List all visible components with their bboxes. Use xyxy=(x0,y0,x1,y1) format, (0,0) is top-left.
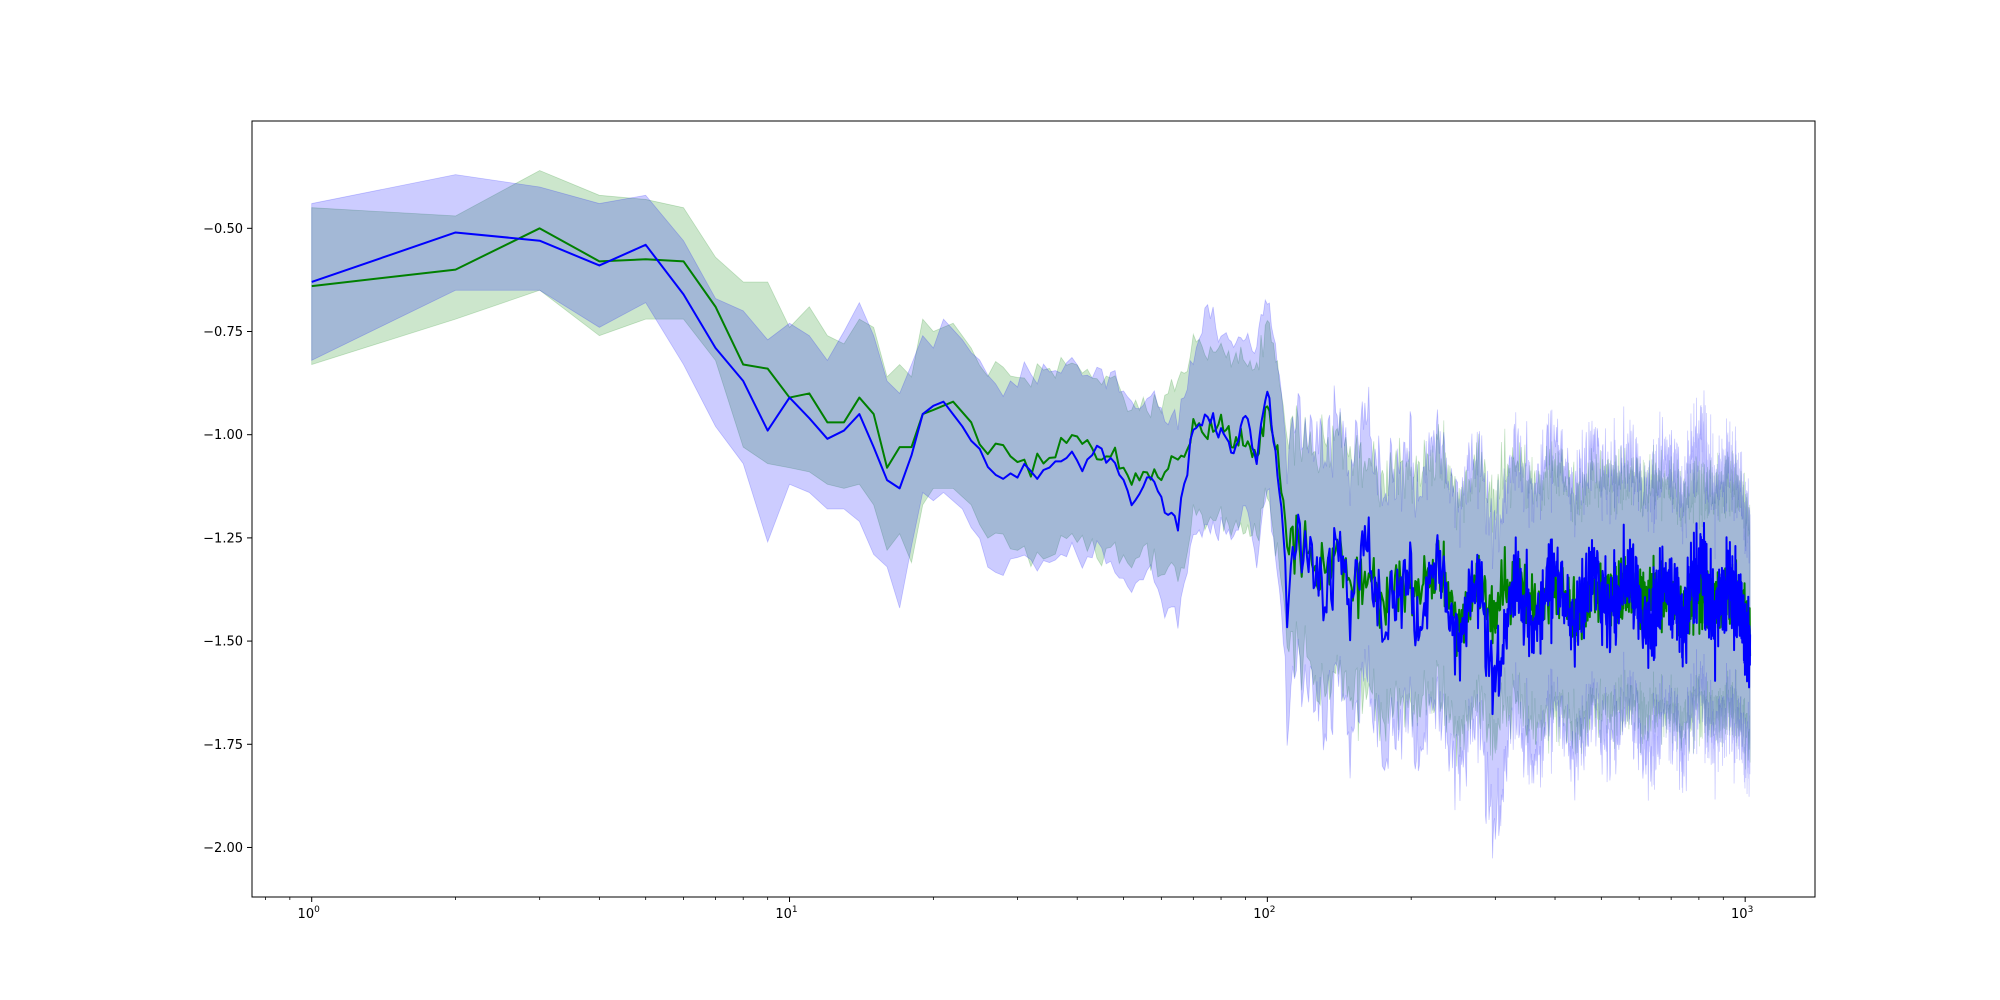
y-tick-label: −1.25 xyxy=(203,531,243,546)
plot-background xyxy=(252,121,1815,897)
y-tick-label: −1.50 xyxy=(203,635,243,650)
y-tick-label: −2.00 xyxy=(203,841,243,856)
x-tick-label: 103 xyxy=(1731,905,1753,922)
plot-frame xyxy=(251,120,1816,898)
y-tick-label: −1.75 xyxy=(203,738,243,753)
x-axis: 100 101 102 103 xyxy=(264,897,1753,922)
series-lines xyxy=(311,227,1752,716)
x-tick-label: 102 xyxy=(1253,905,1275,922)
x-tick-label: 100 xyxy=(298,905,321,922)
y-tick-label: −1.00 xyxy=(203,428,243,443)
series-line-2 xyxy=(311,231,1752,716)
y-tick-label: −0.50 xyxy=(203,222,243,237)
y-tick-label: −0.75 xyxy=(203,325,243,340)
series-band-2 xyxy=(311,174,1751,859)
y-axis: −0.50 −0.75 −1.00 −1.25 −1.50 −1.75 −2.00 xyxy=(203,222,252,856)
x-tick-label: 101 xyxy=(775,905,797,922)
